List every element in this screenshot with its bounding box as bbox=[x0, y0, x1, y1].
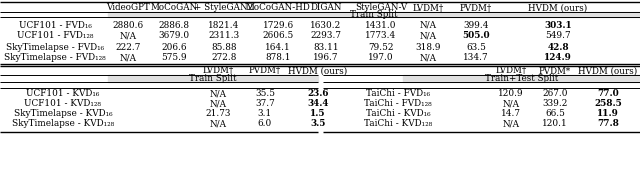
Text: PVDM†: PVDM† bbox=[249, 66, 281, 75]
Text: 1.5: 1.5 bbox=[310, 110, 326, 119]
Text: 1821.4: 1821.4 bbox=[208, 20, 240, 29]
Text: 267.0: 267.0 bbox=[542, 90, 568, 98]
Text: UCF101 - FVD₁₆: UCF101 - FVD₁₆ bbox=[19, 20, 92, 29]
Text: 399.4: 399.4 bbox=[463, 20, 489, 29]
Text: 134.7: 134.7 bbox=[463, 53, 489, 63]
Text: 164.1: 164.1 bbox=[265, 43, 291, 51]
Text: UCF101 - KVD₁₂₈: UCF101 - KVD₁₂₈ bbox=[24, 99, 102, 108]
Text: StyleGAN-V: StyleGAN-V bbox=[355, 4, 407, 12]
Text: MoCoGAN-HD: MoCoGAN-HD bbox=[246, 4, 310, 12]
Text: DIGAN: DIGAN bbox=[310, 4, 342, 12]
Text: 272.8: 272.8 bbox=[211, 53, 237, 63]
Text: N/A: N/A bbox=[209, 120, 227, 129]
Text: 77.0: 77.0 bbox=[597, 90, 619, 98]
Text: 3.5: 3.5 bbox=[310, 120, 326, 129]
Text: 258.5: 258.5 bbox=[594, 99, 622, 108]
Text: N/A: N/A bbox=[419, 53, 436, 63]
Text: LVDM†: LVDM† bbox=[202, 66, 234, 75]
Text: 505.0: 505.0 bbox=[462, 32, 490, 41]
Text: TaiChi - FVD₁₆: TaiChi - FVD₁₆ bbox=[366, 90, 430, 98]
Text: N/A: N/A bbox=[419, 32, 436, 41]
Text: N/A: N/A bbox=[209, 90, 227, 98]
Text: 1431.0: 1431.0 bbox=[365, 20, 397, 29]
Text: 79.52: 79.52 bbox=[368, 43, 394, 51]
Text: N/A: N/A bbox=[502, 120, 520, 129]
Text: 196.7: 196.7 bbox=[313, 53, 339, 63]
Text: HVDM (ours): HVDM (ours) bbox=[529, 4, 588, 12]
Text: HVDM (ours): HVDM (ours) bbox=[579, 66, 637, 75]
Text: 21.73: 21.73 bbox=[205, 110, 231, 119]
Text: HVDM (ours): HVDM (ours) bbox=[289, 66, 348, 75]
Text: 222.7: 222.7 bbox=[115, 43, 141, 51]
Text: 2293.7: 2293.7 bbox=[310, 32, 342, 41]
Text: 11.9: 11.9 bbox=[597, 110, 619, 119]
Text: N/A: N/A bbox=[419, 20, 436, 29]
Text: 575.9: 575.9 bbox=[161, 53, 187, 63]
Text: TaiChi - FVD₁₂₈: TaiChi - FVD₁₂₈ bbox=[364, 99, 432, 108]
Text: N/A: N/A bbox=[502, 99, 520, 108]
Text: 2880.6: 2880.6 bbox=[113, 20, 143, 29]
Text: SkyTimelapse - FVD₁₂₈: SkyTimelapse - FVD₁₂₈ bbox=[4, 53, 106, 63]
Text: TaiChi - KVD₁₆: TaiChi - KVD₁₆ bbox=[365, 110, 430, 119]
Bar bbox=[403, 75, 640, 82]
Text: 1773.4: 1773.4 bbox=[365, 32, 397, 41]
Text: 1630.2: 1630.2 bbox=[310, 20, 342, 29]
Text: MoCoGAN: MoCoGAN bbox=[150, 4, 198, 12]
Text: 1729.6: 1729.6 bbox=[262, 20, 294, 29]
Text: UCF101 - KVD₁₆: UCF101 - KVD₁₆ bbox=[26, 90, 100, 98]
Text: SkyTimelapse - KVD₁₆: SkyTimelapse - KVD₁₆ bbox=[13, 110, 112, 119]
Text: 197.0: 197.0 bbox=[368, 53, 394, 63]
Text: 2886.8: 2886.8 bbox=[159, 20, 189, 29]
Text: SkyTimelapse - FVD₁₆: SkyTimelapse - FVD₁₆ bbox=[6, 43, 104, 51]
Text: TaiChi - KVD₁₂₈: TaiChi - KVD₁₂₈ bbox=[364, 120, 432, 129]
Text: N/A: N/A bbox=[120, 32, 136, 41]
Text: 66.5: 66.5 bbox=[545, 110, 565, 119]
Text: 206.6: 206.6 bbox=[161, 43, 187, 51]
Text: 6.0: 6.0 bbox=[258, 120, 272, 129]
Text: 339.2: 339.2 bbox=[542, 99, 568, 108]
Text: 549.7: 549.7 bbox=[545, 32, 571, 41]
Text: 318.9: 318.9 bbox=[415, 43, 441, 51]
Text: LVDM†: LVDM† bbox=[495, 66, 527, 75]
Text: 303.1: 303.1 bbox=[544, 20, 572, 29]
Text: 77.8: 77.8 bbox=[597, 120, 619, 129]
Text: 83.11: 83.11 bbox=[313, 43, 339, 51]
Text: PVDM†: PVDM† bbox=[460, 4, 492, 12]
Text: 2311.3: 2311.3 bbox=[209, 32, 239, 41]
Text: 14.7: 14.7 bbox=[501, 110, 521, 119]
Text: LVDM†: LVDM† bbox=[412, 4, 444, 12]
Text: 23.6: 23.6 bbox=[307, 90, 329, 98]
Text: 2606.5: 2606.5 bbox=[262, 32, 294, 41]
Text: VideoGPT: VideoGPT bbox=[106, 4, 150, 12]
Text: N/A: N/A bbox=[120, 53, 136, 63]
Text: 124.9: 124.9 bbox=[544, 53, 572, 63]
Text: 34.4: 34.4 bbox=[307, 99, 329, 108]
Bar bbox=[108, 12, 640, 17]
Text: 878.1: 878.1 bbox=[265, 53, 291, 63]
Text: 120.1: 120.1 bbox=[542, 120, 568, 129]
Text: Train+Test Split: Train+Test Split bbox=[485, 74, 558, 83]
Text: 42.8: 42.8 bbox=[547, 43, 569, 51]
Text: 3.1: 3.1 bbox=[258, 110, 272, 119]
Text: 120.9: 120.9 bbox=[498, 90, 524, 98]
Text: 85.88: 85.88 bbox=[211, 43, 237, 51]
Text: PVDM*: PVDM* bbox=[539, 66, 571, 75]
Text: 35.5: 35.5 bbox=[255, 90, 275, 98]
Text: Train Split: Train Split bbox=[350, 10, 397, 19]
Text: N/A: N/A bbox=[209, 99, 227, 108]
Text: + StyleGAN2: + StyleGAN2 bbox=[195, 4, 253, 12]
Text: 37.7: 37.7 bbox=[255, 99, 275, 108]
Text: SkyTimelapse - KVD₁₂₈: SkyTimelapse - KVD₁₂₈ bbox=[12, 120, 114, 129]
Text: UCF101 - FVD₁₂₈: UCF101 - FVD₁₂₈ bbox=[17, 32, 93, 41]
Text: Train Split: Train Split bbox=[189, 74, 237, 83]
Text: 3679.0: 3679.0 bbox=[159, 32, 189, 41]
Text: 63.5: 63.5 bbox=[466, 43, 486, 51]
Bar bbox=[108, 75, 318, 82]
